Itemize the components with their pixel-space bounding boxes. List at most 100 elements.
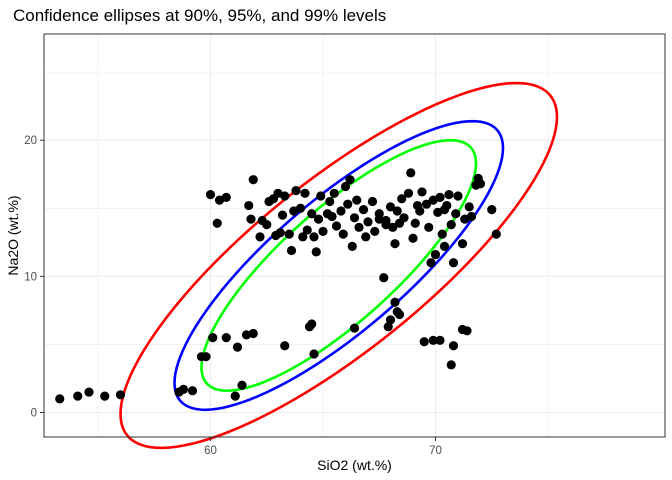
- data-point-114: [392, 307, 402, 317]
- data-point-26: [262, 220, 272, 230]
- y-tick-label-1: 10: [24, 271, 37, 283]
- x-tick-label-0: 60: [204, 445, 217, 457]
- data-point-103: [491, 229, 501, 239]
- data-point-39: [295, 203, 306, 213]
- y-axis-title: Na2O (wt.%): [5, 195, 21, 275]
- data-point-42: [307, 209, 317, 219]
- data-points: [55, 168, 501, 404]
- data-point-73: [399, 213, 409, 223]
- data-point-23: [246, 214, 256, 224]
- data-point-38: [298, 232, 308, 242]
- data-point-62: [358, 205, 369, 215]
- data-point-95: [457, 239, 468, 249]
- data-point-0: [55, 394, 65, 404]
- data-point-122: [428, 335, 438, 345]
- chart-title: Confidence ellipses at 90%, 95%, and 99%…: [13, 6, 386, 25]
- data-point-116: [349, 323, 360, 333]
- data-point-119: [307, 319, 317, 329]
- data-point-105: [381, 215, 391, 226]
- data-point-123: [435, 335, 445, 345]
- data-point-58: [347, 241, 357, 251]
- data-point-65: [367, 196, 378, 207]
- data-point-46: [316, 191, 326, 201]
- data-point-91: [446, 220, 456, 230]
- grid-lines: [44, 34, 665, 437]
- data-point-34: [284, 229, 294, 239]
- data-point-59: [349, 213, 360, 223]
- data-point-108: [439, 205, 450, 215]
- axes: 60 70 0 10 20: [24, 135, 442, 457]
- data-point-3: [100, 391, 110, 401]
- data-point-66: [370, 226, 380, 237]
- data-point-6: [178, 384, 189, 394]
- data-point-17: [205, 190, 216, 200]
- data-point-49: [325, 196, 335, 207]
- data-point-125: [446, 360, 456, 370]
- data-point-110: [379, 273, 389, 283]
- data-point-81: [424, 222, 434, 232]
- data-point-60: [352, 195, 362, 205]
- data-point-50: [327, 211, 337, 222]
- x-tick-label-1: 70: [429, 445, 442, 457]
- x-axis-title: SiO2 (wt.%): [317, 457, 392, 473]
- data-point-32: [277, 210, 288, 220]
- y-tick-label-0: 0: [31, 407, 37, 419]
- data-point-63: [361, 232, 371, 242]
- data-point-55: [340, 181, 351, 192]
- data-point-64: [363, 217, 373, 227]
- data-point-101: [475, 179, 486, 189]
- data-point-84: [430, 249, 441, 260]
- data-point-7: [187, 386, 198, 396]
- data-point-14: [248, 328, 258, 339]
- data-point-61: [354, 222, 364, 232]
- data-point-102: [487, 205, 497, 215]
- data-point-9: [201, 352, 211, 362]
- data-point-31: [275, 228, 285, 238]
- ellipse-90: [200, 138, 478, 393]
- data-point-15: [230, 391, 240, 401]
- data-point-51: [329, 188, 339, 198]
- confidence-ellipses: [119, 81, 559, 450]
- data-point-53: [336, 206, 346, 216]
- data-point-22: [244, 200, 254, 211]
- data-point-12: [232, 342, 243, 352]
- data-point-80: [421, 199, 432, 209]
- data-point-57: [345, 175, 355, 185]
- y-tick-label-2: 20: [24, 135, 37, 147]
- data-point-106: [388, 222, 398, 232]
- data-point-97: [464, 202, 474, 212]
- data-point-11: [221, 333, 231, 343]
- data-point-82: [426, 258, 436, 268]
- ellipse-99: [119, 81, 559, 450]
- data-point-115: [383, 322, 393, 332]
- plot-panel: [44, 34, 665, 437]
- data-point-94: [453, 191, 463, 201]
- data-point-4: [115, 390, 126, 400]
- data-point-117: [309, 349, 319, 359]
- data-point-10: [208, 333, 218, 343]
- data-point-52: [331, 221, 342, 231]
- data-point-72: [397, 194, 407, 204]
- data-point-69: [385, 202, 396, 212]
- data-point-98: [466, 211, 477, 222]
- data-point-70: [390, 239, 400, 249]
- data-point-33: [280, 191, 290, 201]
- data-point-16: [237, 380, 247, 390]
- data-point-35: [286, 245, 297, 256]
- data-point-127: [462, 326, 472, 336]
- data-point-37: [291, 185, 301, 196]
- panel-border: [43, 33, 666, 438]
- data-point-90: [444, 190, 454, 200]
- data-point-44: [311, 247, 321, 257]
- data-point-24: [255, 232, 265, 242]
- data-point-104: [374, 209, 384, 219]
- data-point-54: [338, 229, 348, 239]
- ellipse-95: [173, 119, 505, 412]
- data-point-47: [318, 226, 328, 237]
- data-point-120: [280, 341, 290, 351]
- data-point-2: [84, 387, 94, 397]
- data-point-56: [343, 199, 353, 209]
- data-point-20: [212, 218, 222, 228]
- data-point-124: [448, 341, 459, 351]
